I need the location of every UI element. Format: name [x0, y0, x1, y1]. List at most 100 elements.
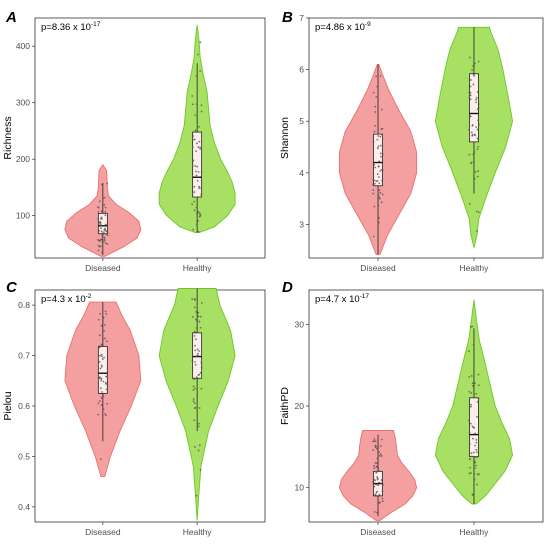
- data-point: [469, 472, 472, 474]
- data-point: [475, 451, 478, 454]
- data-point: [372, 189, 375, 191]
- data-point: [470, 455, 473, 458]
- data-point: [102, 395, 105, 398]
- data-point: [377, 467, 380, 469]
- data-point: [195, 103, 198, 105]
- data-point: [378, 160, 381, 163]
- y-tick-label: 0.5: [18, 451, 30, 461]
- data-point: [194, 344, 196, 347]
- data-point: [194, 114, 197, 117]
- data-point: [477, 103, 480, 105]
- data-point: [101, 391, 103, 393]
- data-point: [378, 176, 380, 178]
- data-point: [191, 315, 194, 318]
- data-point: [376, 85, 379, 88]
- data-point: [474, 134, 476, 137]
- data-point: [377, 484, 380, 486]
- data-point: [380, 155, 383, 158]
- x-tick-label: Healthy: [460, 527, 490, 537]
- data-point: [195, 75, 198, 78]
- data-point: [378, 182, 381, 185]
- data-point: [105, 414, 108, 417]
- data-point: [380, 168, 383, 171]
- data-point: [473, 151, 476, 153]
- data-point: [382, 483, 384, 486]
- data-point: [477, 373, 480, 376]
- x-tick-label: Healthy: [460, 263, 490, 273]
- data-point: [200, 104, 203, 107]
- data-point: [192, 138, 195, 141]
- panel-c: Cp=4.3 x 10-2 0.4 0.5 0.6 0.7 0.8 Pielou Diseas…: [2, 279, 266, 537]
- data-point: [374, 479, 376, 482]
- data-point: [197, 315, 200, 318]
- data-point: [193, 334, 196, 337]
- data-point: [477, 60, 480, 63]
- data-point: [198, 444, 201, 447]
- data-point: [471, 382, 474, 385]
- data-point: [194, 129, 197, 132]
- x-tick-label: Diseased: [85, 263, 121, 273]
- p-value-label: p=4.86 x 10-9: [315, 21, 371, 33]
- y-tick-label: 10: [295, 483, 305, 493]
- data-point: [197, 449, 200, 452]
- data-point: [381, 490, 384, 493]
- data-point: [468, 129, 470, 131]
- panel-letter: C: [6, 279, 18, 296]
- data-point: [100, 217, 103, 220]
- data-point: [98, 346, 101, 349]
- data-point: [375, 471, 378, 474]
- data-point: [102, 321, 104, 324]
- data-point: [473, 177, 476, 180]
- data-point: [477, 397, 480, 400]
- data-point: [375, 462, 378, 465]
- data-point: [372, 481, 374, 483]
- data-point: [194, 446, 196, 448]
- x-tick-label: Diseased: [360, 263, 396, 273]
- data-point: [473, 478, 476, 481]
- x-tick-label: Diseased: [360, 527, 396, 537]
- y-tick-label: 0.6: [18, 401, 30, 411]
- data-point: [192, 389, 195, 391]
- data-point: [473, 472, 476, 475]
- data-point: [193, 209, 196, 212]
- data-point: [101, 343, 103, 346]
- p-value-label: p=4.3 x 10-2: [41, 293, 92, 305]
- data-point: [194, 387, 196, 390]
- data-point: [97, 318, 100, 321]
- data-point: [103, 356, 105, 359]
- data-point: [474, 461, 477, 464]
- data-point: [373, 205, 376, 208]
- data-point: [468, 96, 471, 99]
- data-point: [195, 223, 198, 226]
- data-point: [100, 364, 103, 367]
- data-point: [101, 251, 103, 254]
- data-point: [476, 483, 478, 486]
- data-point: [372, 178, 375, 181]
- data-point: [473, 152, 475, 155]
- data-point: [199, 41, 202, 44]
- y-tick-label: 400: [16, 41, 30, 51]
- data-point: [197, 374, 200, 377]
- data-point: [193, 306, 196, 309]
- data-point: [468, 114, 471, 117]
- data-point: [106, 402, 109, 405]
- data-point: [191, 298, 194, 301]
- panel-letter: D: [282, 279, 293, 296]
- data-point: [98, 245, 101, 248]
- data-point: [469, 91, 472, 94]
- data-point: [99, 238, 102, 241]
- data-point: [374, 166, 377, 169]
- data-point: [375, 492, 378, 494]
- data-point: [101, 338, 104, 341]
- data-point: [468, 350, 470, 353]
- data-point: [192, 377, 195, 380]
- data-point: [191, 95, 194, 97]
- data-point: [374, 124, 377, 127]
- data-point: [197, 170, 200, 173]
- data-point: [470, 79, 472, 81]
- data-point: [99, 334, 101, 337]
- data-point: [97, 244, 100, 247]
- data-point: [191, 359, 194, 362]
- data-point: [476, 108, 479, 111]
